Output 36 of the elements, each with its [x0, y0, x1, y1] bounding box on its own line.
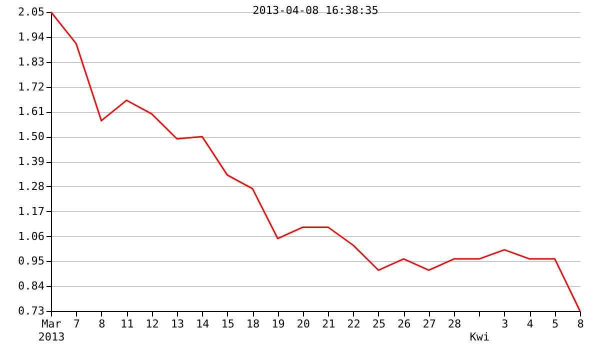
y-tick-label: 0.73: [18, 304, 44, 318]
x-tick-label: 8: [577, 318, 584, 330]
x-tick-label: Kwi: [470, 330, 490, 344]
y-tick-label: 1.94: [18, 30, 45, 44]
x-tick-label: 18: [246, 318, 260, 330]
x-tick-label: 25: [372, 318, 386, 330]
y-tick-label: 1.83: [18, 55, 44, 68]
y-tick-label: 1.50: [18, 130, 44, 144]
x-tick-label: 7: [73, 318, 80, 330]
y-tick-label: 1.39: [18, 155, 44, 168]
x-tick-label: 27: [422, 318, 436, 330]
x-tick-label: 14: [196, 318, 210, 330]
x-tick-label: 12: [146, 318, 159, 330]
x-tick-label: 20: [296, 318, 310, 330]
x-tick-label: 4: [526, 318, 534, 330]
y-tick-label: 2.05: [18, 6, 44, 18]
y-tick-label: 1.72: [18, 80, 44, 94]
x-tick-label: 5: [552, 318, 559, 330]
x-tick-label: 28: [448, 318, 462, 330]
x-tick-label: 8: [98, 318, 106, 330]
chart-title: 2013-04-08 16:38:35: [252, 4, 378, 17]
x-tick-label: 19: [272, 318, 285, 330]
x-tick-label: 22: [347, 318, 360, 330]
y-tick-label: 0.95: [18, 254, 44, 268]
y-tick-label: 0.84: [18, 280, 45, 293]
x-tick-label: 21: [322, 318, 336, 330]
x-tick-label: 26: [398, 318, 411, 330]
y-tick-label: 1.61: [18, 105, 44, 118]
y-tick-label: 1.28: [18, 180, 44, 193]
x-tick-label: 15: [221, 318, 234, 330]
y-tick-label: 1.06: [18, 230, 44, 243]
x-tick-label: 13: [170, 318, 184, 330]
x-tick-label: 3: [502, 318, 508, 330]
y-tick-label: 1.17: [18, 204, 44, 218]
x-tick-label: Mar 2013: [38, 318, 65, 344]
x-tick-label: 11: [120, 318, 134, 330]
